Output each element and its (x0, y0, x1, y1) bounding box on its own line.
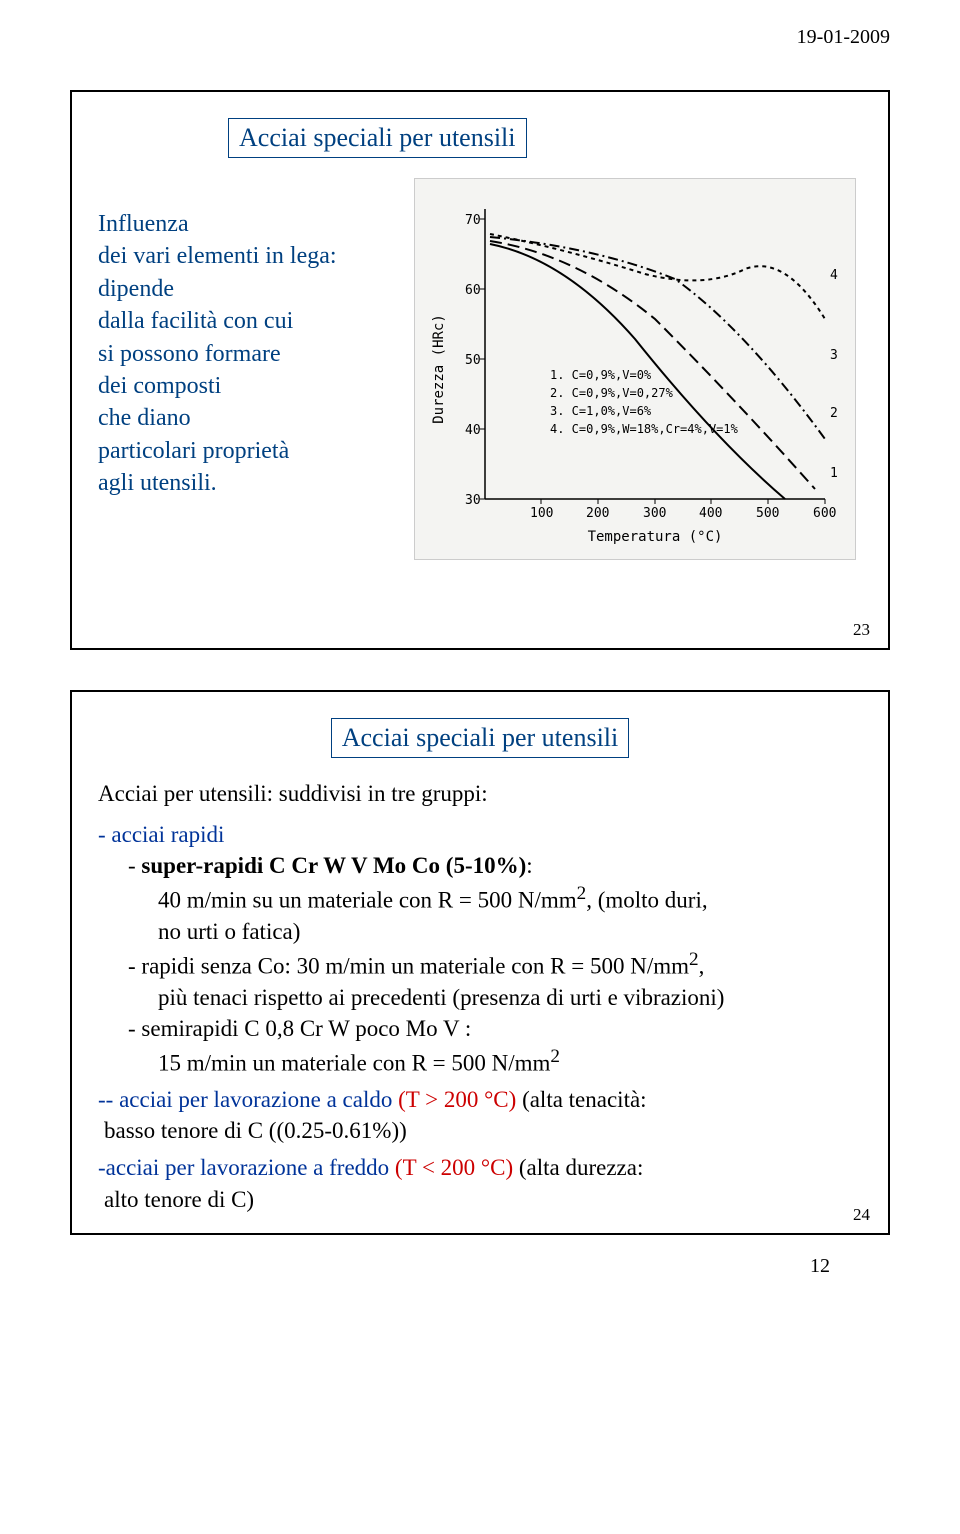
group-caldo: -- acciai per lavorazione a caldo (98, 1087, 398, 1112)
text: più tenaci rispetto ai precedenti (prese… (158, 982, 862, 1013)
text: , (molto duri, (586, 888, 707, 913)
svg-text:50: 50 (465, 353, 481, 368)
svg-text:500: 500 (756, 506, 779, 521)
svg-text:200: 200 (586, 506, 609, 521)
svg-text:70: 70 (465, 213, 481, 228)
svg-text:4: 4 (830, 268, 838, 283)
hardness-temperature-chart: 30 40 50 60 70 100 200 300 400 500 600 (414, 178, 856, 560)
text: : (526, 853, 532, 878)
svg-text:3. C=1,0%,V=6%: 3. C=1,0%,V=6% (550, 404, 652, 418)
text: 40 m/min su un materiale con R = 500 N/m… (158, 888, 577, 913)
text: no urti o fatica) (158, 916, 862, 947)
page-container: 19-01-2009 Acciai speciali per utensili … (0, 0, 960, 1318)
text: (alta durezza: (513, 1155, 643, 1180)
slide-2-number: 24 (853, 1205, 870, 1225)
page-number: 12 (60, 1235, 900, 1298)
temp-cold: (T < 200 °C) (395, 1155, 513, 1180)
header-date: 19-01-2009 (797, 26, 890, 49)
svg-text:40: 40 (465, 423, 481, 438)
sup: 2 (689, 949, 699, 970)
svg-text:30: 30 (465, 493, 481, 508)
text: , (699, 954, 705, 979)
text: 15 m/min un materiale con R = 500 N/mm (158, 1050, 550, 1075)
text: - (128, 853, 141, 878)
text: - semirapidi C 0,8 Cr W poco Mo V : (128, 1013, 862, 1044)
slide-2: Acciai speciali per utensili Acciai per … (70, 690, 890, 1235)
svg-text:2: 2 (830, 406, 838, 421)
text: - rapidi senza Co: 30 m/min un materiale… (128, 954, 689, 979)
svg-text:600: 600 (813, 506, 836, 521)
svg-text:Durezza (HRc): Durezza (HRc) (431, 314, 447, 424)
svg-text:300: 300 (643, 506, 666, 521)
slide-2-body: Acciai per utensili: suddivisi in tre gr… (98, 778, 862, 1215)
svg-text:2. C=0,9%,V=0,27%: 2. C=0,9%,V=0,27% (550, 386, 674, 400)
slide-1-paragraph: Influenzadei vari elementi in lega:dipen… (98, 208, 398, 500)
svg-text:1: 1 (830, 466, 838, 481)
svg-text:100: 100 (530, 506, 553, 521)
temp-hot: (T > 200 °C) (398, 1087, 516, 1112)
group-rapidi-head: - acciai rapidi (98, 819, 862, 850)
svg-text:3: 3 (830, 348, 838, 363)
text: alto tenore di C) (104, 1184, 862, 1215)
group-freddo: -acciai per lavorazione a freddo (98, 1155, 395, 1180)
text: basso tenore di C ((0.25-0.61%)) (104, 1115, 862, 1146)
sup: 2 (577, 883, 587, 904)
svg-text:60: 60 (465, 283, 481, 298)
svg-text:Temperatura (°C): Temperatura (°C) (588, 529, 723, 545)
super-rapidi-bold: super-rapidi C Cr W V Mo Co (5-10%) (141, 853, 526, 878)
svg-text:4. C=0,9%,W=18%,Cr=4%,V=1%: 4. C=0,9%,W=18%,Cr=4%,V=1% (550, 422, 739, 436)
sup: 2 (550, 1046, 560, 1067)
slide-2-title: Acciai speciali per utensili (331, 718, 630, 758)
slide-1: Acciai speciali per utensili Influenzade… (70, 90, 890, 650)
slide-1-number: 23 (853, 620, 870, 640)
intro-line: Acciai per utensili: suddivisi in tre gr… (98, 778, 862, 809)
slide-1-title: Acciai speciali per utensili (228, 118, 527, 158)
svg-text:1. C=0,9%,V=0%: 1. C=0,9%,V=0% (550, 368, 652, 382)
svg-text:400: 400 (699, 506, 722, 521)
text: (alta tenacità: (516, 1087, 646, 1112)
